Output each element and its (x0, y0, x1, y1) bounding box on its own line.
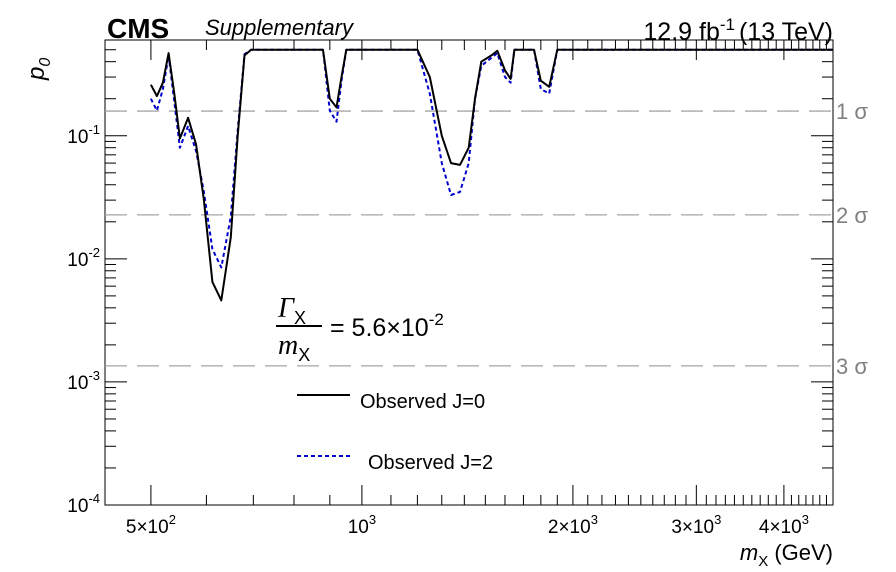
significance-label: 2 σ (836, 203, 868, 228)
width-denominator-sub: X (298, 345, 310, 365)
observed-curves (150, 48, 833, 302)
significance-lines: 1 σ 2 σ 3 σ (105, 99, 868, 379)
significance-label: 1 σ (836, 99, 868, 124)
y-tick-label: 10-4 (67, 491, 100, 517)
energy-value: (13 TeV) (739, 18, 833, 46)
legend-label-j2: Observed J=2 (368, 452, 493, 474)
lumi-value: 12.9 fb (643, 18, 719, 46)
x-axis-title-unit: (GeV) (768, 540, 833, 565)
width-numerator: ΓX (277, 293, 306, 328)
y-tick-label: 10-3 (67, 368, 100, 394)
lumi-exponent: -1 (720, 15, 735, 34)
x-axis: 5×102 103 2×103 3×103 4×103 (126, 40, 827, 538)
series-line-j0 (150, 48, 833, 302)
y-axis: 10-1 10-2 10-3 10-4 (67, 49, 833, 517)
y-axis-title-sub: 0 (37, 58, 54, 67)
y-tick-label: 10-1 (67, 122, 100, 148)
supplementary-label: Supplementary (205, 15, 355, 40)
width-denominator-symbol: m (278, 330, 298, 361)
series-line-j2 (150, 48, 833, 269)
width-annotation: ΓX mX = 5.6×10-2 (276, 293, 444, 365)
plot-frame (104, 39, 834, 506)
significance-label: 3 σ (836, 354, 868, 379)
x-tick-label: 2×103 (548, 512, 598, 538)
legend-label-j0: Observed J=0 (360, 391, 485, 413)
width-denominator: mX (278, 330, 310, 365)
y-axis-title: p0 (23, 58, 54, 81)
y-tick-label: 10-2 (67, 245, 100, 271)
width-value: = 5.6×10-2 (330, 310, 444, 342)
width-numerator-symbol: Γ (277, 293, 295, 324)
width-numerator-sub: X (294, 308, 306, 328)
x-axis-title-main: m (740, 540, 758, 565)
x-tick-label: 3×103 (671, 512, 721, 538)
luminosity-label: 12.9 fb-1 (13 TeV) (643, 15, 833, 46)
x-tick-label: 5×102 (126, 512, 176, 538)
x-axis-title: mX (GeV) (740, 540, 833, 570)
width-value-exponent: -2 (429, 310, 444, 329)
width-value-mantissa: = 5.6×10 (330, 314, 429, 342)
legend: Observed J=0 Observed J=2 (297, 391, 493, 474)
x-tick-label: 103 (348, 512, 376, 538)
y-axis-title-main: p (23, 67, 50, 81)
x-tick-label: 4×103 (759, 512, 809, 538)
x-axis-title-sub: X (758, 553, 768, 570)
cms-label: CMS (107, 13, 169, 44)
